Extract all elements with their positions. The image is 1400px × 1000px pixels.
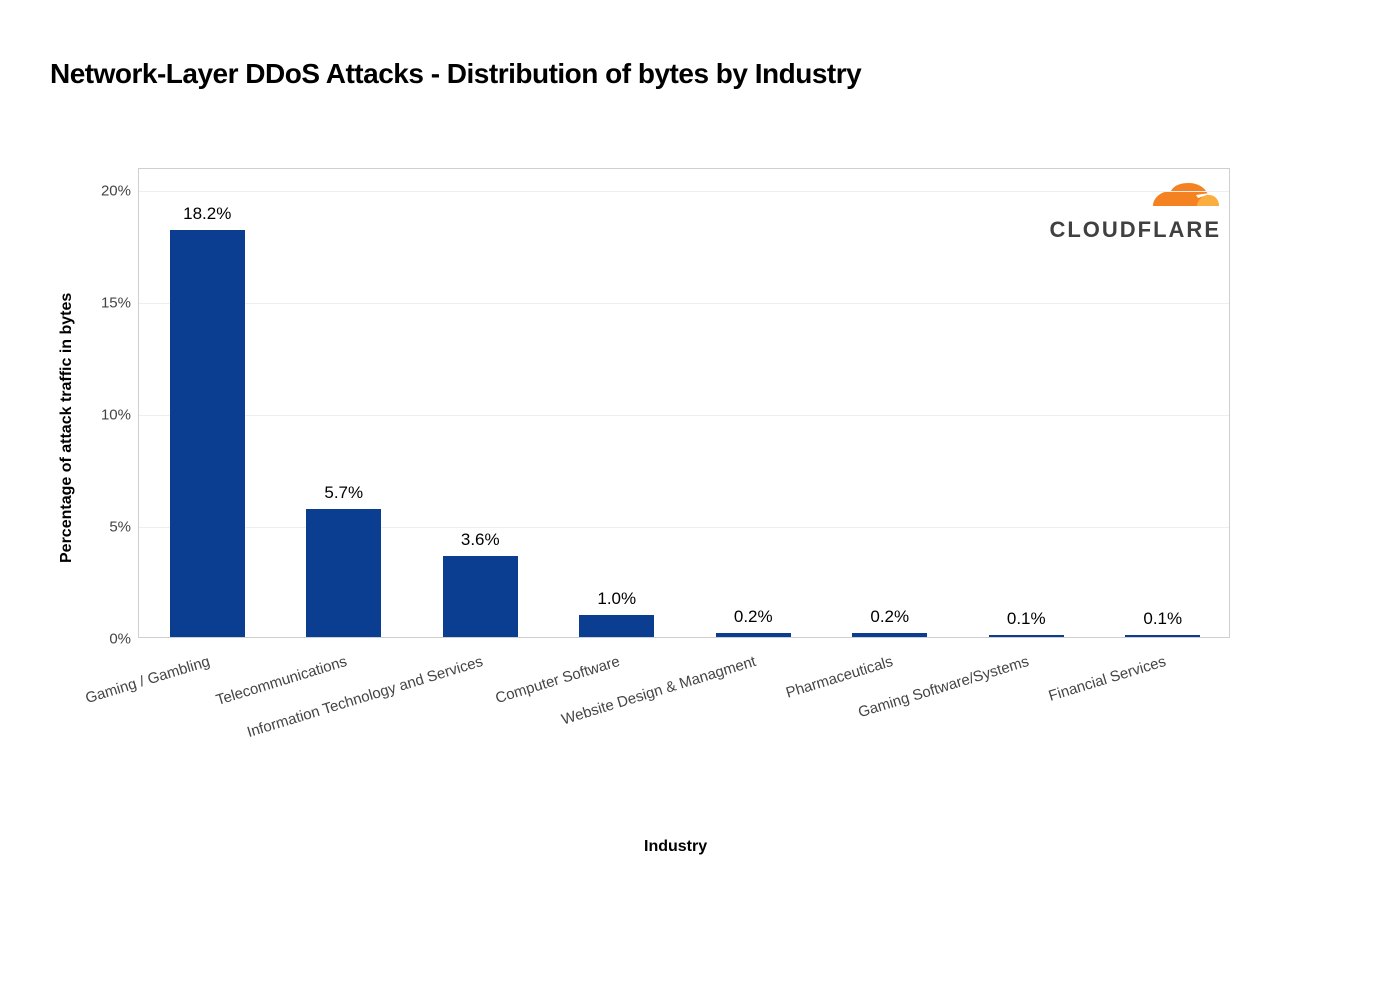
y-tick-label: 5%	[81, 519, 131, 536]
bar	[443, 556, 518, 637]
gridline	[139, 415, 1229, 416]
plot-area: CLOUDFLARE 0%5%10%15%20%18.2%Gaming / Ga…	[138, 168, 1230, 638]
bar-value-label: 0.2%	[734, 607, 773, 627]
x-tick-label: Gaming / Gambling	[84, 653, 213, 707]
y-axis-label: Percentage of attack traffic in bytes	[58, 293, 76, 563]
bar-value-label: 3.6%	[461, 530, 500, 550]
x-axis-label: Industry	[644, 838, 707, 856]
x-tick-label: Information Technology and Services	[245, 653, 485, 741]
y-tick-label: 10%	[81, 407, 131, 424]
bar	[306, 509, 381, 637]
bar-value-label: 1.0%	[597, 589, 636, 609]
y-tick-label: 0%	[81, 631, 131, 648]
bar	[579, 615, 654, 637]
x-tick-label: Pharmaceuticals	[784, 653, 895, 702]
y-tick-label: 15%	[81, 295, 131, 312]
bar	[1125, 635, 1200, 637]
bar	[852, 633, 927, 637]
bar	[716, 633, 791, 637]
x-tick-label: Financial Services	[1046, 653, 1167, 705]
y-tick-label: 20%	[81, 183, 131, 200]
chart-container: Network-Layer DDoS Attacks - Distributio…	[0, 0, 1400, 1000]
bar-value-label: 5.7%	[324, 483, 363, 503]
bar-value-label: 0.1%	[1007, 609, 1046, 629]
gridline	[139, 303, 1229, 304]
chart-title: Network-Layer DDoS Attacks - Distributio…	[50, 58, 861, 90]
bar-value-label: 0.2%	[870, 607, 909, 627]
cloud-icon	[1101, 175, 1221, 217]
gridline	[139, 191, 1229, 192]
logo-text: CLOUDFLARE	[1049, 217, 1221, 243]
bar-value-label: 0.1%	[1143, 609, 1182, 629]
bar	[989, 635, 1064, 637]
gridline	[139, 527, 1229, 528]
cloudflare-logo: CLOUDFLARE	[1049, 175, 1221, 243]
bar	[170, 230, 245, 637]
bar-value-label: 18.2%	[183, 204, 231, 224]
